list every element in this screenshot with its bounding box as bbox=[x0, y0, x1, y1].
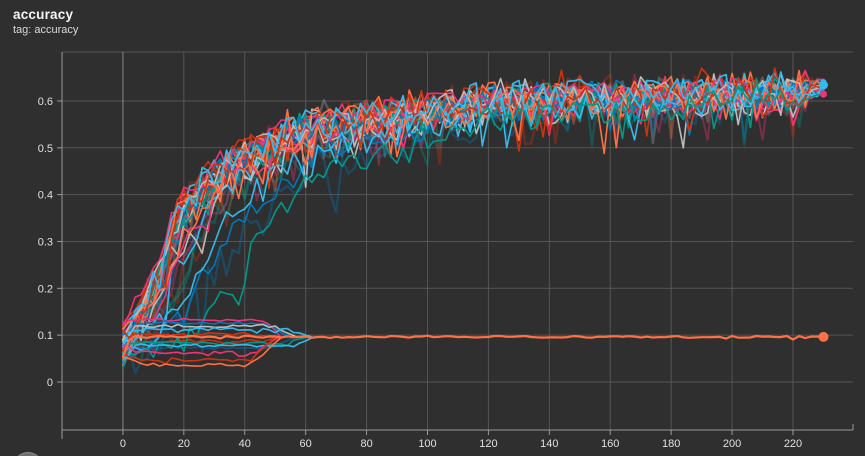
x-axis-tick-label: 200 bbox=[723, 438, 741, 450]
x-axis-tick-label: 120 bbox=[479, 438, 497, 450]
run-line bbox=[122, 69, 825, 367]
run-line bbox=[122, 71, 825, 348]
y-axis-tick-label: 0.1 bbox=[38, 330, 53, 342]
run-endpoint-dot bbox=[818, 331, 829, 342]
y-axis-tick-label: 0.5 bbox=[38, 143, 53, 155]
run-line bbox=[122, 320, 292, 338]
run-line bbox=[122, 82, 825, 330]
x-axis-tick-label: 40 bbox=[239, 438, 251, 450]
run-line bbox=[122, 323, 298, 341]
run-line bbox=[122, 67, 825, 340]
run-line bbox=[122, 335, 316, 361]
run-line bbox=[122, 336, 307, 356]
x-axis-tick-label: 220 bbox=[784, 438, 802, 450]
x-axis-tick-label: 60 bbox=[300, 438, 312, 450]
x-axis-tick-label: 80 bbox=[360, 438, 372, 450]
run-line bbox=[122, 336, 280, 357]
run-line bbox=[122, 329, 274, 339]
run-line bbox=[121, 334, 825, 359]
x-axis-tick-label: 180 bbox=[662, 438, 680, 450]
x-axis-tick-label: 140 bbox=[540, 438, 558, 450]
y-axis-tick-label: 0 bbox=[47, 377, 53, 389]
y-axis-tick-label: 0.2 bbox=[38, 283, 53, 295]
y-axis-tick-label: 0.3 bbox=[38, 236, 53, 248]
x-axis-tick-label: 100 bbox=[418, 438, 436, 450]
run-line bbox=[122, 82, 825, 369]
run-line bbox=[122, 67, 825, 361]
run-endpoint-dot bbox=[820, 90, 827, 98]
run-endpoint-dot bbox=[820, 79, 827, 86]
y-axis-tick-label: 0.6 bbox=[38, 96, 53, 108]
run-line bbox=[122, 336, 277, 365]
run-line bbox=[122, 336, 283, 368]
x-axis-tick-label: 0 bbox=[120, 438, 126, 450]
x-axis-tick-label: 20 bbox=[178, 438, 190, 450]
run-line bbox=[122, 326, 313, 346]
y-axis-tick-label: 0.4 bbox=[38, 190, 53, 202]
plot-area bbox=[121, 67, 829, 374]
x-axis-tick-label: 160 bbox=[601, 438, 619, 450]
run-line bbox=[122, 317, 283, 339]
run-line bbox=[121, 78, 825, 374]
run-line bbox=[122, 336, 295, 356]
